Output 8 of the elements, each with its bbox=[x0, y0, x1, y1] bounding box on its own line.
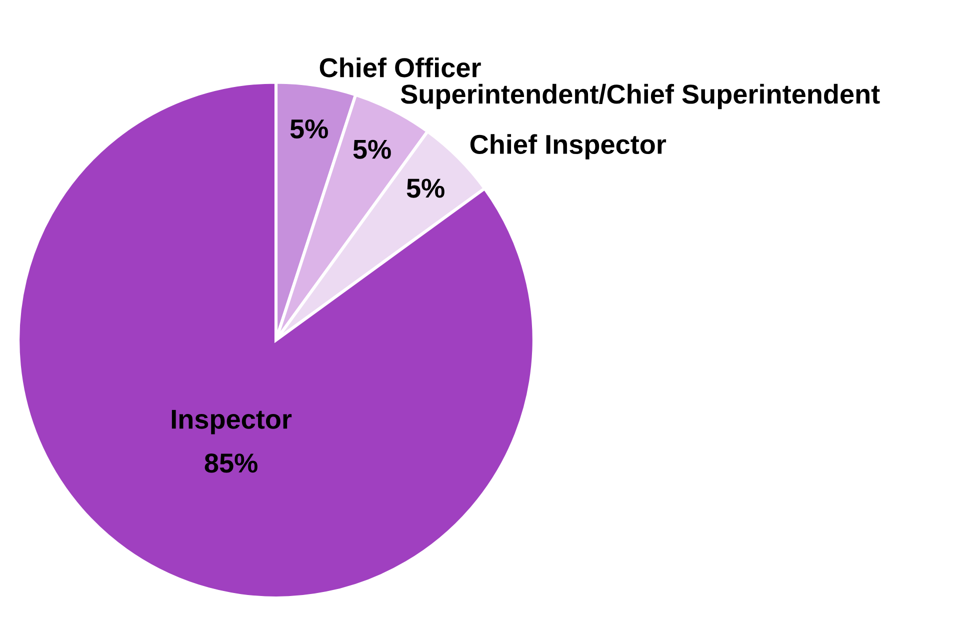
data-label: 5% bbox=[290, 119, 328, 138]
slice-label: Chief Inspector bbox=[470, 134, 666, 160]
data-label: 5% bbox=[406, 178, 444, 198]
slice-label: Inspector bbox=[172, 410, 292, 434]
slice-label: Superintendent/Chief Superintendent bbox=[400, 84, 880, 110]
slice-label: Chief Officer bbox=[320, 57, 481, 78]
data-label: 5% bbox=[353, 140, 391, 159]
data-label: 85% bbox=[204, 454, 258, 473]
